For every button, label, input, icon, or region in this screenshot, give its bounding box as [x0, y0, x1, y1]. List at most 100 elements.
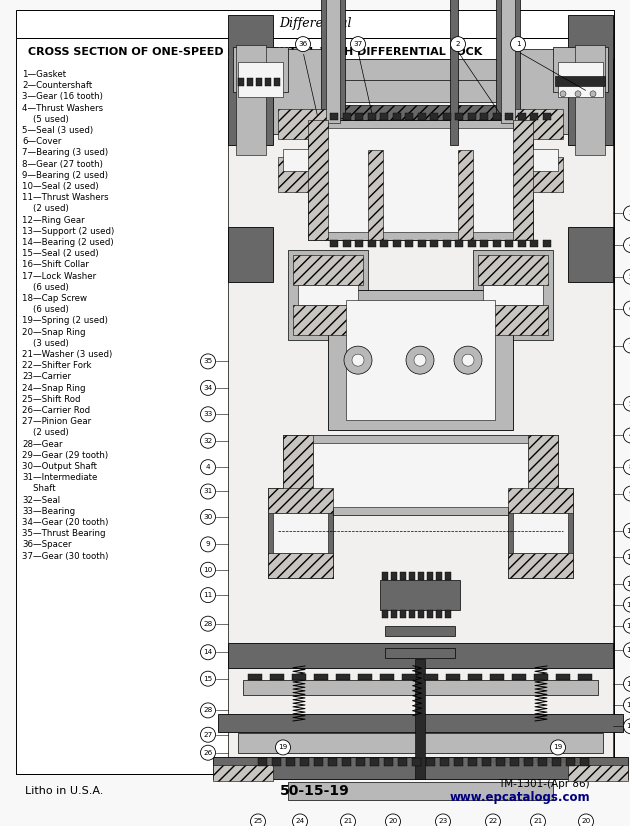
Circle shape — [200, 645, 215, 660]
Text: 14: 14 — [626, 623, 630, 629]
Text: 28: 28 — [203, 620, 213, 627]
Bar — [385, 626, 455, 636]
Bar — [228, 15, 273, 145]
Bar — [496, 0, 520, 118]
Bar — [508, 49, 568, 134]
Text: 21—Washer (3 used): 21—Washer (3 used) — [22, 350, 112, 359]
Bar — [468, 674, 482, 680]
Bar — [380, 674, 394, 680]
Text: (5 used): (5 used) — [22, 115, 69, 124]
Text: 2—Countershaft: 2—Countershaft — [22, 81, 92, 90]
Bar — [412, 758, 421, 767]
Text: 12—Ring Gear: 12—Ring Gear — [22, 216, 84, 225]
Text: 10—Seal (2 used): 10—Seal (2 used) — [22, 182, 99, 191]
Bar — [236, 45, 266, 155]
Circle shape — [624, 643, 630, 657]
Text: 26—Carrier Rod: 26—Carrier Rod — [22, 406, 90, 415]
Text: (2 used): (2 used) — [22, 204, 69, 213]
Bar — [323, 128, 518, 232]
Bar — [218, 714, 623, 732]
Text: 4: 4 — [205, 464, 210, 470]
Bar — [256, 78, 262, 87]
Text: 27: 27 — [203, 732, 213, 738]
Text: 9—Bearing (2 used): 9—Bearing (2 used) — [22, 171, 108, 180]
Circle shape — [200, 587, 215, 603]
Bar — [265, 78, 271, 87]
Bar — [238, 78, 244, 87]
Bar — [272, 758, 281, 767]
Circle shape — [200, 380, 215, 396]
Text: 6: 6 — [629, 306, 630, 311]
Circle shape — [575, 91, 581, 97]
Text: 27—Pinion Gear: 27—Pinion Gear — [22, 417, 91, 426]
Circle shape — [435, 814, 450, 826]
Text: Differential: Differential — [278, 17, 352, 31]
Text: 15: 15 — [626, 647, 630, 653]
Text: (6 used): (6 used) — [22, 282, 69, 292]
Bar — [382, 572, 388, 580]
Circle shape — [551, 740, 566, 755]
Text: 36—Spacer: 36—Spacer — [22, 540, 71, 549]
Bar — [558, 62, 603, 97]
Bar — [384, 758, 393, 767]
Bar — [573, 55, 608, 97]
Bar — [446, 674, 460, 680]
Bar — [480, 113, 488, 120]
Bar — [517, 113, 525, 120]
Text: (6 used): (6 used) — [22, 305, 69, 314]
Circle shape — [200, 354, 215, 369]
Bar — [367, 113, 375, 120]
Circle shape — [624, 459, 630, 475]
Bar — [483, 285, 543, 306]
Text: 6—Cover: 6—Cover — [22, 137, 61, 146]
Bar — [478, 306, 548, 335]
Bar — [513, 120, 533, 240]
Bar — [286, 758, 295, 767]
Bar — [380, 580, 460, 610]
Text: 22—Shifter Fork: 22—Shifter Fork — [22, 361, 91, 370]
Text: 7: 7 — [629, 343, 630, 349]
Bar — [418, 572, 424, 580]
Bar — [478, 255, 548, 285]
Text: 29—Gear (29 tooth): 29—Gear (29 tooth) — [22, 451, 108, 460]
Text: 22: 22 — [488, 819, 498, 824]
Text: 8: 8 — [629, 464, 630, 470]
Circle shape — [352, 354, 364, 366]
Bar — [512, 674, 526, 680]
Bar — [405, 113, 413, 120]
Bar — [228, 60, 613, 758]
Bar — [238, 733, 603, 752]
Bar — [238, 62, 283, 97]
Bar — [518, 149, 558, 171]
Bar — [233, 55, 268, 97]
Bar — [455, 240, 463, 247]
Circle shape — [624, 396, 630, 411]
Bar — [400, 572, 406, 580]
Text: 30—Output Shaft: 30—Output Shaft — [22, 462, 97, 471]
Bar — [314, 758, 323, 767]
Bar — [436, 610, 442, 618]
Text: 543/M36204 MIS;S015A 30 100385: 543/M36204 MIS;S015A 30 100385 — [481, 758, 590, 763]
Text: 34—Gear (20 tooth): 34—Gear (20 tooth) — [22, 518, 108, 527]
Bar — [258, 758, 267, 767]
Text: 10: 10 — [626, 528, 630, 534]
Bar — [308, 120, 533, 240]
Bar — [370, 758, 379, 767]
Text: 5: 5 — [629, 401, 630, 406]
Bar — [268, 488, 333, 578]
Bar — [454, 758, 463, 767]
Bar — [426, 758, 435, 767]
Bar — [293, 255, 363, 285]
Bar — [247, 78, 253, 87]
Bar — [400, 610, 406, 618]
Circle shape — [624, 338, 630, 353]
Text: 11: 11 — [203, 592, 213, 598]
Text: 19: 19 — [278, 744, 288, 751]
Bar — [358, 674, 372, 680]
Bar — [283, 434, 558, 515]
Bar — [508, 553, 573, 578]
Bar — [427, 610, 433, 618]
Circle shape — [624, 238, 630, 253]
Bar — [228, 59, 613, 81]
Bar — [409, 572, 415, 580]
